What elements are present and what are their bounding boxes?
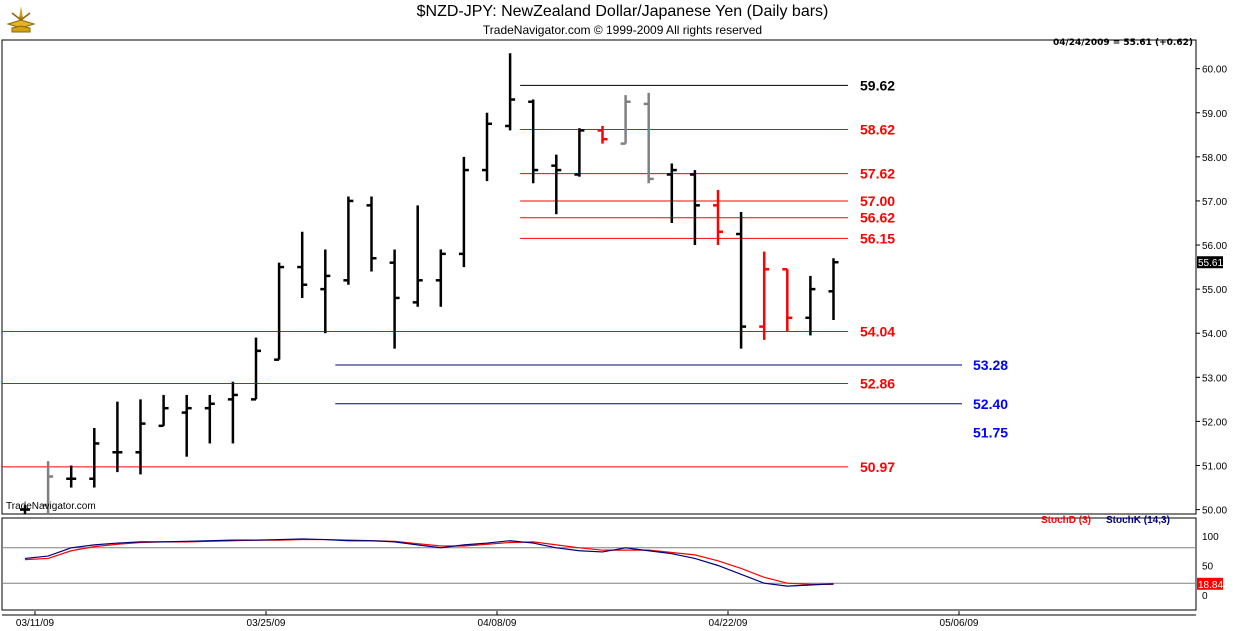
- stoch-value-tag-label: 18.84: [1198, 580, 1223, 591]
- price-tick-label: 50.00: [1202, 506, 1227, 517]
- ohlc-bar: [112, 401, 123, 473]
- stoch-k-legend: StochK (14,3): [1106, 515, 1170, 526]
- ohlc-bar: [551, 154, 562, 215]
- trade-navigator-logo-icon: [4, 4, 38, 38]
- stoch-tick-label: 50: [1202, 562, 1214, 573]
- ohlc-bar: [204, 394, 215, 444]
- date-axis: 03/11/09 03/25/09 04/08/09 04/22/09 05/06/09: [16, 611, 979, 629]
- stoch-d-legend: StochD (3): [1041, 515, 1091, 526]
- price-tick-label: 55.00: [1202, 285, 1227, 296]
- ohlc-bar: [135, 399, 146, 475]
- date-tick-label: 03/25/09: [247, 618, 286, 629]
- price-tick-label: 53.00: [1202, 373, 1227, 384]
- stochastic-panel: 100 50 018.84: [2, 532, 1223, 602]
- ohlc-bar: [158, 394, 169, 428]
- level-label: 52.86: [860, 375, 895, 391]
- price-tick-label: 59.00: [1202, 109, 1227, 120]
- ohlc-bar: [689, 170, 700, 246]
- level-label: 58.62: [860, 122, 895, 138]
- date-tick-label: 05/06/09: [940, 618, 979, 629]
- level-label: 57.00: [860, 193, 895, 209]
- last-price-tag-label: 55.61: [1198, 258, 1223, 269]
- level-label: 54.04: [860, 323, 895, 339]
- stochastic-panel-border: [1, 517, 1197, 611]
- ohlc-bar: [412, 205, 423, 307]
- level-label: 50.97: [860, 459, 895, 475]
- ohlc-bar: [666, 163, 677, 223]
- level-label: 59.62: [860, 77, 895, 93]
- stoch-value-tag: [1197, 577, 1223, 590]
- ohlc-bar: [43, 461, 54, 514]
- ohlc-bar: [528, 99, 539, 184]
- stoch-k-line: [24, 538, 834, 587]
- price-tick-label: 58.00: [1202, 153, 1227, 164]
- stoch-tick-label: 0: [1202, 591, 1208, 602]
- ohlc-bar: [343, 196, 354, 285]
- ohlc-bar: [227, 381, 238, 444]
- ohlc-bar: [274, 262, 285, 361]
- ohlc-bar: [759, 251, 770, 340]
- date-tick-label: 04/08/09: [478, 618, 517, 629]
- price-bars: [20, 53, 839, 514]
- ohlc-bar: [782, 268, 793, 332]
- ohlc-bar: [89, 428, 100, 488]
- price-tick-label: 54.00: [1202, 329, 1227, 340]
- ohlc-bar: [620, 95, 631, 145]
- price-panel-border: [1, 39, 1197, 515]
- ohlc-bar: [482, 112, 492, 182]
- ohlc-bar: [366, 196, 377, 272]
- level-label: 52.40: [973, 396, 1008, 412]
- date-tick-label: 03/11/09: [16, 618, 55, 629]
- ohlc-bar: [643, 92, 654, 184]
- watermark: TradeNavigator.com: [6, 501, 96, 512]
- price-tick-label: 60.00: [1202, 65, 1227, 76]
- ohlc-bar: [435, 249, 446, 307]
- copyright-notice: TradeNavigator.com © 1999-2009 All right…: [482, 23, 763, 37]
- level-label: 53.28: [973, 357, 1008, 373]
- last-quote: 04/24/2009 = 55.61 (+0.62): [1052, 38, 1193, 48]
- price-tick-label: 56.00: [1202, 241, 1227, 252]
- ohlc-bar: [597, 125, 608, 144]
- ohlc-bar: [297, 231, 308, 298]
- price-tick-label: 51.00: [1202, 461, 1227, 472]
- ohlc-bar: [736, 211, 747, 349]
- level-label: 51.75: [973, 424, 1008, 440]
- date-tick-label: 04/22/09: [709, 618, 748, 629]
- price-tick-label: 57.00: [1202, 197, 1227, 208]
- level-label: 56.15: [860, 230, 895, 246]
- level-label: 56.62: [860, 210, 895, 226]
- chart-frame: [1, 39, 1197, 616]
- ohlc-bar: [320, 249, 331, 334]
- ohlc-bar: [389, 249, 400, 349]
- price-axis: 60.00 59.00 58.00 57.00 56.00 55.00 54.00 53.00…: [1196, 65, 1227, 517]
- price-tick-label: 52.00: [1202, 417, 1227, 428]
- chart-title: $NZD-JPY: NewZealand Dollar/Japanese Yen…: [416, 3, 829, 20]
- ohlc-bar: [505, 53, 516, 131]
- level-label: 57.62: [860, 166, 895, 182]
- ohlc-bar: [458, 156, 469, 268]
- ohlc-bar: [66, 465, 77, 488]
- ohlc-bar: [828, 258, 839, 320]
- ohlc-bar: [251, 337, 261, 401]
- ohlc-bar: [713, 189, 723, 246]
- ohlc-bar: [181, 394, 192, 457]
- stoch-tick-label: 100: [1202, 532, 1219, 543]
- ohlc-bar: [20, 505, 30, 514]
- ohlc-bar: [805, 275, 816, 336]
- last-price-tag: [1197, 256, 1223, 269]
- ohlc-bar: [574, 128, 585, 177]
